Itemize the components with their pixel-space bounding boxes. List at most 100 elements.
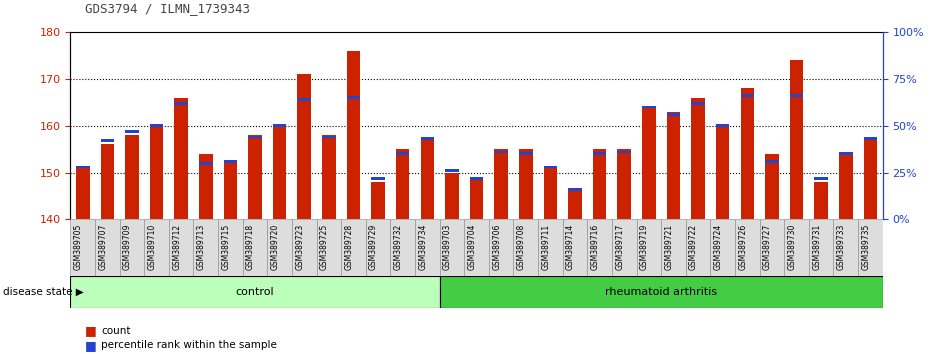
FancyBboxPatch shape (711, 219, 735, 276)
Text: control: control (236, 287, 274, 297)
Bar (519, 153, 532, 155)
Bar (445, 169, 458, 172)
FancyBboxPatch shape (834, 219, 858, 276)
FancyBboxPatch shape (858, 219, 883, 276)
Text: GSM389710: GSM389710 (147, 223, 157, 270)
Bar (100, 139, 115, 142)
Bar (273, 124, 286, 127)
Bar (741, 94, 754, 97)
Bar (371, 182, 385, 219)
Bar (322, 136, 335, 138)
Bar (495, 149, 508, 219)
FancyBboxPatch shape (70, 219, 95, 276)
Text: GSM389705: GSM389705 (74, 223, 83, 270)
FancyBboxPatch shape (562, 219, 587, 276)
Bar (150, 124, 163, 127)
FancyBboxPatch shape (808, 219, 834, 276)
Bar (716, 126, 730, 219)
Text: GSM389731: GSM389731 (812, 223, 821, 270)
FancyBboxPatch shape (612, 219, 637, 276)
Text: GSM389706: GSM389706 (492, 223, 501, 270)
Bar (125, 135, 139, 219)
FancyBboxPatch shape (464, 219, 489, 276)
Bar (839, 153, 853, 155)
Bar (223, 163, 238, 219)
Text: GSM389725: GSM389725 (320, 223, 329, 270)
Bar (396, 153, 409, 155)
FancyBboxPatch shape (292, 219, 316, 276)
Bar (790, 94, 803, 97)
FancyBboxPatch shape (193, 219, 218, 276)
Bar (864, 140, 877, 219)
Text: GSM389717: GSM389717 (615, 223, 624, 270)
Bar (346, 51, 361, 219)
FancyBboxPatch shape (439, 219, 464, 276)
Bar (568, 188, 582, 191)
Bar (421, 140, 434, 219)
Bar (765, 154, 778, 219)
FancyBboxPatch shape (268, 219, 292, 276)
Text: GSM389721: GSM389721 (665, 223, 673, 269)
Bar (667, 113, 680, 116)
Text: GDS3794 / ILMN_1739343: GDS3794 / ILMN_1739343 (85, 2, 250, 15)
Text: GSM389703: GSM389703 (443, 223, 452, 270)
Text: GSM389729: GSM389729 (369, 223, 378, 270)
Text: GSM389734: GSM389734 (418, 223, 427, 270)
Text: GSM389718: GSM389718 (246, 223, 255, 269)
Text: GSM389723: GSM389723 (295, 223, 304, 270)
Bar (814, 177, 828, 179)
Bar (76, 166, 89, 169)
Bar (839, 154, 853, 219)
Bar (346, 96, 361, 99)
Bar (618, 150, 631, 153)
FancyBboxPatch shape (735, 219, 760, 276)
Text: count: count (101, 326, 131, 336)
Text: GSM389730: GSM389730 (788, 223, 796, 270)
Bar (298, 74, 311, 219)
Text: GSM389722: GSM389722 (689, 223, 698, 269)
FancyBboxPatch shape (661, 219, 685, 276)
FancyBboxPatch shape (784, 219, 808, 276)
Text: GSM389711: GSM389711 (542, 223, 550, 269)
Bar (568, 192, 582, 219)
Text: GSM389707: GSM389707 (99, 223, 107, 270)
Bar (765, 160, 778, 163)
FancyBboxPatch shape (316, 219, 341, 276)
Text: GSM389712: GSM389712 (172, 223, 181, 269)
FancyBboxPatch shape (145, 219, 169, 276)
Text: GSM389724: GSM389724 (714, 223, 723, 270)
Text: ■: ■ (85, 325, 97, 337)
Bar (273, 126, 286, 219)
Bar (790, 60, 803, 219)
Bar (667, 112, 680, 219)
FancyBboxPatch shape (218, 219, 242, 276)
Bar (470, 177, 484, 179)
Bar (70, 276, 439, 308)
Bar (322, 135, 335, 219)
Text: GSM389726: GSM389726 (738, 223, 747, 270)
FancyBboxPatch shape (514, 219, 538, 276)
FancyBboxPatch shape (119, 219, 145, 276)
Bar (642, 105, 655, 108)
Bar (445, 173, 458, 219)
Bar (76, 168, 89, 219)
Text: disease state ▶: disease state ▶ (3, 287, 84, 297)
Bar (125, 130, 139, 133)
Bar (100, 144, 115, 219)
Text: GSM389713: GSM389713 (197, 223, 206, 270)
Bar (544, 166, 557, 169)
FancyBboxPatch shape (760, 219, 784, 276)
Text: GSM389704: GSM389704 (468, 223, 477, 270)
FancyBboxPatch shape (242, 219, 268, 276)
Text: GSM389715: GSM389715 (222, 223, 230, 270)
Text: rheumatoid arthritis: rheumatoid arthritis (605, 287, 717, 297)
FancyBboxPatch shape (341, 219, 366, 276)
Bar (439, 276, 883, 308)
Bar (642, 107, 655, 219)
Bar (248, 136, 262, 138)
Bar (691, 102, 705, 104)
Bar (691, 98, 705, 219)
FancyBboxPatch shape (391, 219, 415, 276)
Bar (396, 149, 409, 219)
Bar (175, 102, 188, 104)
